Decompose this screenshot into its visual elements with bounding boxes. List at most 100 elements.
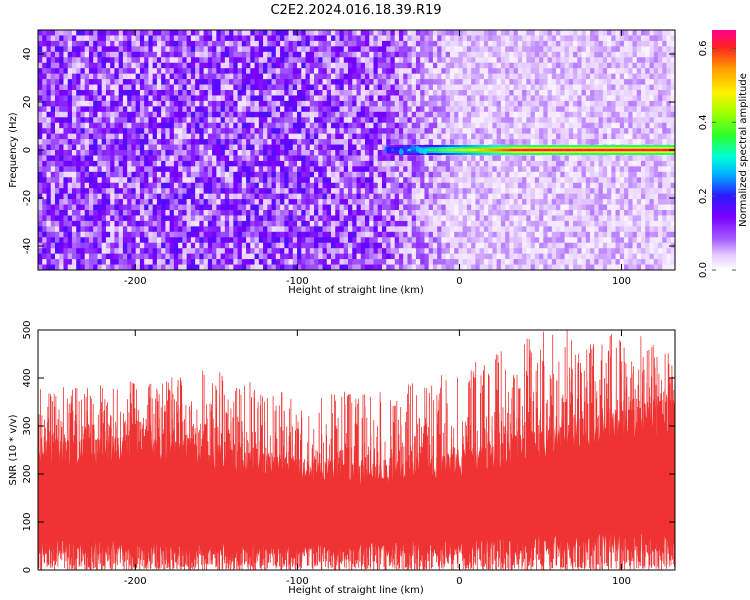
spectrogram-cell [488,62,493,69]
spectrogram-cell [216,40,222,47]
spectrogram-cell [156,57,162,64]
spectrogram-cell [297,73,302,80]
spectrogram-cell [267,242,272,249]
spectrogram-cell [182,231,188,238]
spectrogram-cell [292,193,298,200]
spectrogram-cell [76,264,81,270]
spectrogram-cell [314,84,319,91]
spectrogram-cell [118,144,124,151]
spectrogram-cell [424,30,430,36]
spectrogram-cell [173,177,179,184]
spectrogram-cell [190,100,196,107]
spectrogram-cell [54,264,60,270]
spectrogram-cell [466,51,472,58]
spectrogram-cell [445,57,451,64]
spectrogram-cell [97,68,103,75]
spectrogram-cell [335,226,340,233]
spectrogram-cell [466,79,472,85]
spectrogram-cell [398,133,404,140]
spectrogram-cell [343,35,349,42]
spectrogram-cell [216,188,222,195]
spectrogram-cell [203,30,209,36]
spectrogram-cell [84,79,90,85]
spectrogram-cell [182,73,188,80]
spectrogram-cell [275,68,281,75]
spectrogram-cell [148,215,154,222]
spectrogram-cell [403,264,408,270]
spectrogram-cell [199,46,205,53]
spectrogram-cell [258,139,264,145]
spectrogram-cell [263,237,268,244]
spectrogram-cell [101,188,107,195]
spectrogram-cell [186,253,192,260]
spectrogram-cell [76,95,81,102]
spectrogram-cell [88,248,94,255]
spectrogram-cell [46,210,52,216]
spectrogram-cell [105,242,111,249]
spectrogram-cell [93,106,98,113]
spectrogram-cell [76,150,81,156]
spectrogram-cell [59,144,64,151]
spectrogram-cell [377,90,383,96]
spectrogram-cell [148,68,154,75]
spectrogram-cell [88,79,94,85]
spectrogram-cell [360,144,366,151]
spectrogram-cell [314,144,319,151]
spectrogram-cell [88,199,94,205]
spectrogram-cell [335,253,340,260]
spectrogram-cell [212,90,217,96]
spectrogram-cell [50,231,56,238]
spectrogram-cell [407,79,413,85]
spectrogram-cell [224,106,230,113]
spectrogram-cell [348,264,353,270]
spectrogram-cell [386,259,391,265]
spectrogram-cell [241,210,247,216]
spectrogram-cell [152,68,158,75]
spectrogram-cell [288,155,294,162]
spectrogram-cell [131,226,137,233]
spectrogram-cell [71,150,77,156]
spectrogram-cell [101,68,107,75]
spectrogram-cell [381,57,387,64]
spectrogram-cell [297,193,302,200]
spectrogram-cell [318,90,323,96]
spectrogram-cell [517,128,523,135]
spectrogram-cell [59,160,64,167]
spectrogram-cell [517,57,523,64]
spectrogram-cell [373,150,379,156]
spectrogram-cell [364,122,370,129]
spectrogram-cell [314,117,319,124]
spectrogram-cell [309,155,315,162]
spectrogram-cell [356,166,362,173]
spectrogram-cell [190,111,196,118]
spectrogram-cell [229,231,234,238]
spectrogram-cell [80,90,86,96]
spectrogram-cell [207,111,213,118]
spectrogram-cell [445,166,451,173]
spectrogram-cell [156,68,162,75]
spectrogram-cell [110,188,115,195]
spectrogram-cell [156,51,162,58]
spectrogram-cell [38,57,43,64]
spectrogram-cell [301,242,306,249]
spectrogram-cell [258,237,264,244]
spectrogram-cell [496,215,502,222]
spectrogram-cell [135,248,141,255]
spectrogram-cell [118,242,124,249]
spectrogram-cell [275,46,281,53]
spectrogram-cell [169,220,175,227]
spectrogram-cell [110,259,115,265]
spectrogram-cell [462,106,468,113]
spectrogram-cell [398,95,404,102]
spectrogram-cell [67,122,73,129]
spectrogram-cell [500,215,506,222]
spectrogram-cell [38,193,43,200]
spectrogram-cell [250,128,255,135]
spectrogram-cell [445,51,451,58]
spectrogram-cell [258,204,264,211]
spectrogram-cell [360,122,366,129]
spectrogram-cell [373,226,379,233]
spectrogram-cell [390,188,396,195]
spectrogram-cell [441,30,447,36]
spectrogram-cell [513,204,519,211]
